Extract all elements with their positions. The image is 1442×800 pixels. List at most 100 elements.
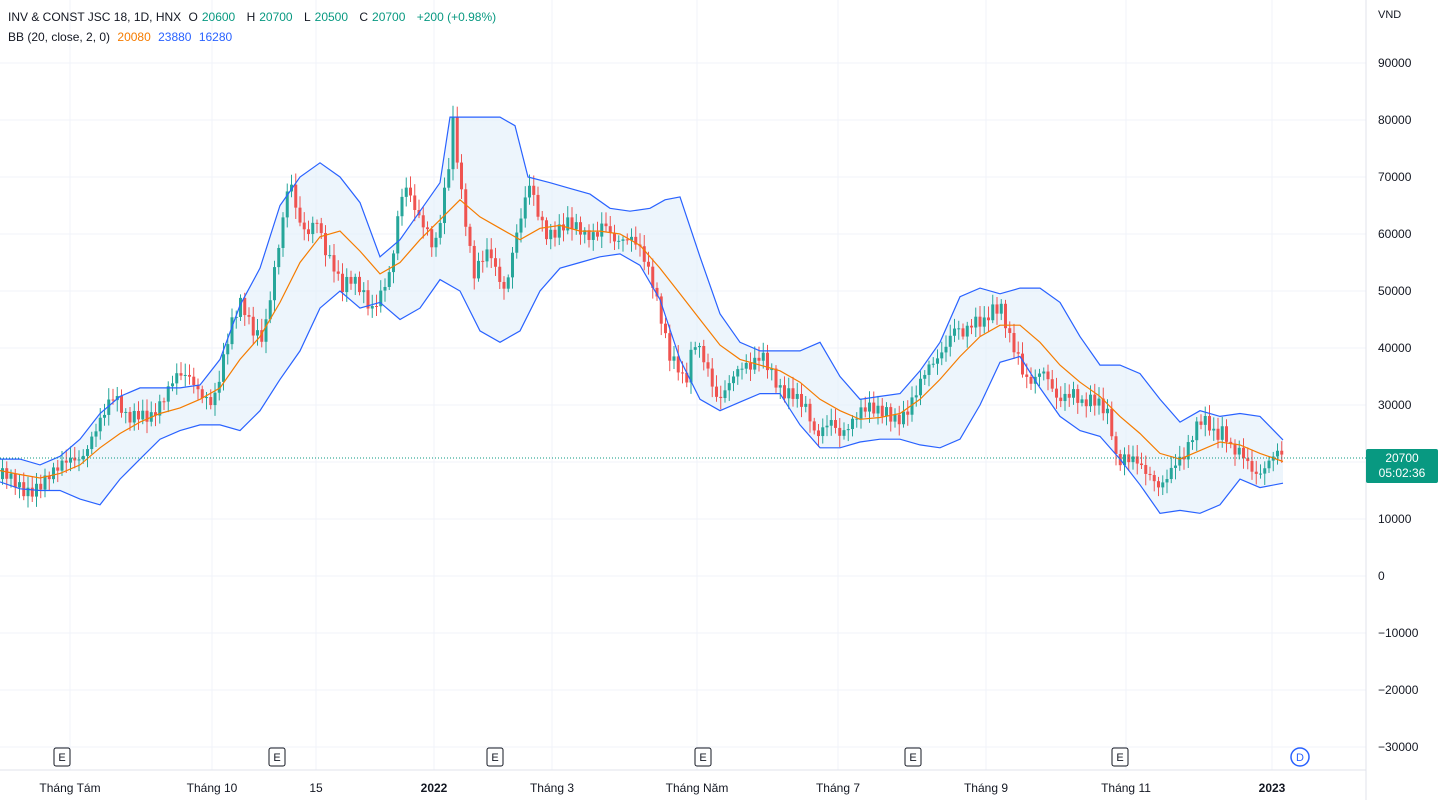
candle-body xyxy=(689,349,693,383)
time-axis[interactable]: Tháng Tám Tháng 10 15 2022 Tháng 3 Tháng Năm T… xyxy=(39,781,1285,795)
candle-body xyxy=(659,296,663,324)
candle-body xyxy=(1106,408,1109,414)
candle-body xyxy=(553,229,557,238)
candle-body xyxy=(485,249,489,262)
candle-body xyxy=(1042,371,1046,374)
candle-body xyxy=(1101,398,1105,414)
candle-body xyxy=(455,117,459,163)
candle-body xyxy=(166,386,170,402)
candle-body xyxy=(604,223,608,227)
candle-body xyxy=(545,220,548,240)
candle-body xyxy=(732,376,735,384)
candle-body xyxy=(579,222,582,235)
candle-body xyxy=(1046,371,1050,380)
candle-body xyxy=(740,368,744,370)
candle-body xyxy=(532,185,536,195)
candle-body xyxy=(1212,428,1216,431)
low-value: 20500 xyxy=(314,10,349,24)
candle-body xyxy=(766,352,769,371)
y-tick-label: 50000 xyxy=(1378,284,1412,298)
y-tick-label: −10000 xyxy=(1378,626,1419,640)
earnings-marker-label: E xyxy=(491,752,498,764)
bb-title[interactable]: BB (20, close, 2, 0) xyxy=(8,30,111,44)
candle-body xyxy=(1174,465,1177,468)
candle-body xyxy=(574,222,578,230)
candle-body xyxy=(961,328,965,337)
candle-body xyxy=(77,459,81,461)
candle-body xyxy=(655,287,659,297)
candle-body xyxy=(111,399,115,401)
candle-body xyxy=(872,402,876,414)
candle-body xyxy=(1254,471,1258,474)
bb-upper-value: 23880 xyxy=(158,30,192,44)
candle-body xyxy=(876,405,880,414)
candle-body xyxy=(736,369,740,377)
candle-body xyxy=(430,229,434,248)
candle-body xyxy=(205,397,208,399)
candle-body xyxy=(812,421,816,431)
candle-body xyxy=(128,411,132,423)
candle-body xyxy=(608,226,612,233)
candle-body xyxy=(468,226,472,246)
candle-body xyxy=(268,300,272,320)
candle-body xyxy=(298,207,302,223)
dividend-marker: D xyxy=(1290,747,1310,767)
candle-body xyxy=(672,356,676,361)
symbol-title[interactable]: INV & CONST JSC 18, 1D, HNX xyxy=(8,10,182,24)
close-label: C xyxy=(359,10,369,24)
earnings-marker-label: E xyxy=(699,752,706,764)
candle-body xyxy=(523,197,527,219)
bb-lower-line xyxy=(0,253,1284,514)
earnings-marker: E xyxy=(53,747,71,767)
candle-body xyxy=(795,393,799,399)
candle-body xyxy=(196,384,200,390)
candle-body xyxy=(370,305,374,309)
candle-body xyxy=(999,303,1003,314)
candle-body xyxy=(749,362,752,370)
candle-body xyxy=(73,457,77,461)
candle-body xyxy=(825,425,829,428)
earnings-marker-box xyxy=(53,747,71,767)
candle-body xyxy=(715,386,718,397)
candle-body xyxy=(995,304,999,314)
candle-body xyxy=(421,215,425,228)
open-value: 20600 xyxy=(201,10,236,24)
bb-basis-value: 20080 xyxy=(117,30,151,44)
candle-body xyxy=(625,239,629,241)
candle-body xyxy=(596,232,599,237)
x-tick-label: Tháng 3 xyxy=(530,781,574,795)
candle-body xyxy=(744,362,748,369)
y-tick-label: 0 xyxy=(1378,569,1385,583)
candle-body xyxy=(846,429,850,431)
candle-body xyxy=(1186,442,1190,460)
candle-body xyxy=(353,276,357,284)
candle-body xyxy=(808,403,812,422)
x-tick-label: Tháng 9 xyxy=(964,781,1008,795)
candle-body xyxy=(47,475,51,480)
price-axis[interactable]: 9000080000700006000050000400003000020000… xyxy=(1378,56,1419,754)
candle-body xyxy=(557,224,561,238)
earnings-marker: E xyxy=(486,747,504,767)
candle-body xyxy=(1135,456,1139,464)
candle-body xyxy=(379,290,383,307)
candle-body xyxy=(438,223,442,238)
candle-body xyxy=(69,457,72,463)
candle-body xyxy=(685,372,689,383)
candle-body xyxy=(1140,463,1143,466)
earnings-marker-box xyxy=(486,747,504,767)
candle-body xyxy=(540,216,544,221)
currency-unit[interactable]: VND xyxy=(1378,9,1402,21)
candle-body xyxy=(1225,426,1228,442)
candle-body xyxy=(821,427,825,437)
candle-body xyxy=(702,345,706,363)
candle-body xyxy=(791,388,795,399)
candle-body xyxy=(1237,447,1241,455)
candle-body xyxy=(213,392,217,406)
candle-body xyxy=(910,397,914,415)
earnings-marker: E xyxy=(904,747,922,767)
candle-body xyxy=(171,383,174,387)
candle-body xyxy=(974,316,978,328)
candle-body xyxy=(587,230,591,240)
candle-body xyxy=(1123,454,1126,466)
